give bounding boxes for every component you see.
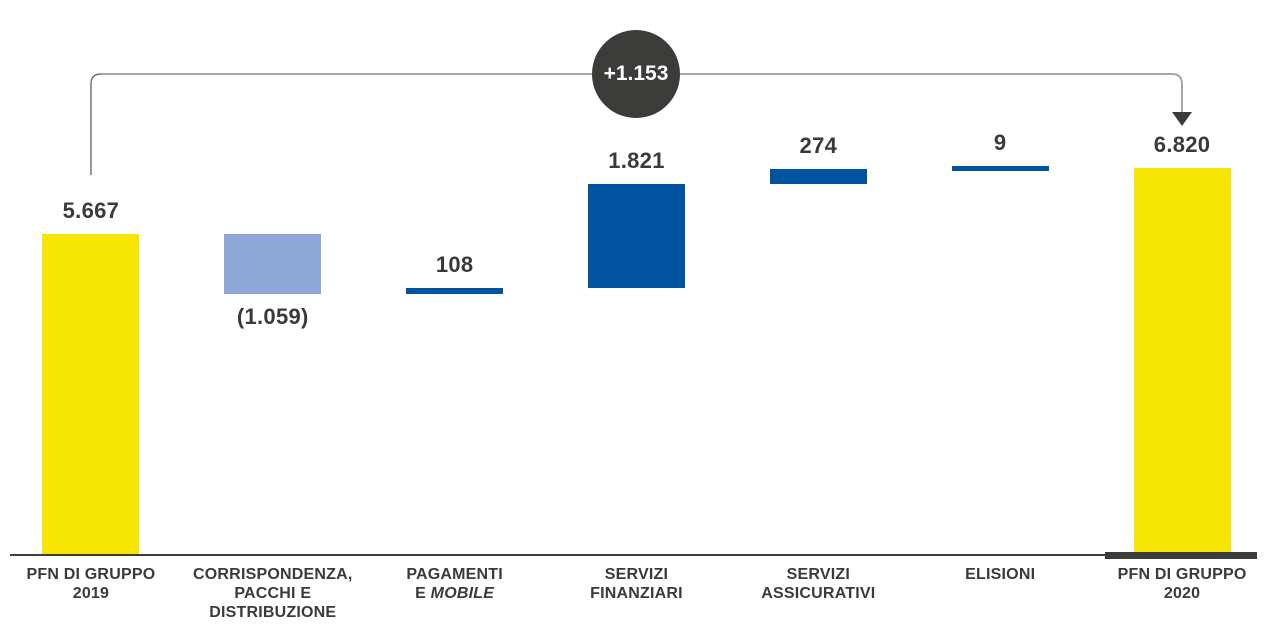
x-axis-line: [10, 554, 1105, 556]
value-label-pfn-di-gruppo-2020: 6.820: [1153, 132, 1211, 158]
bar-servizi-finanziari: [588, 184, 685, 288]
value-label-servizi-assicurativi: 274: [799, 132, 838, 158]
bar-corrispondenza-pacchi-e-distribuzione: [224, 233, 322, 294]
arrow-head-icon: [1172, 112, 1192, 126]
x-label-servizi-assicurativi: SERVIZI ASSICURATIVI: [761, 566, 876, 602]
pfn-2020-axis-highlight: [1105, 552, 1257, 559]
bar-pagamenti-e-mobile: [406, 287, 504, 294]
connector-line: [101, 73, 1183, 113]
x-label-pagamenti-e-mobile: PAGAMENTI E MOBILE: [406, 566, 503, 602]
value-label-servizi-finanziari: 1.821: [608, 148, 665, 174]
total-change-badge: +1.153: [592, 30, 680, 118]
bar-pfn-di-gruppo-2019: [42, 233, 140, 555]
value-label-pfn-di-gruppo-2019: 5.667: [62, 197, 120, 223]
bar-pfn-di-gruppo-2020: [1133, 168, 1231, 555]
connector-left-line: [90, 73, 102, 175]
value-label-corrispondenza-pacchi-e-distribuzione: (1.059): [236, 303, 309, 329]
bar-servizi-assicurativi: [769, 168, 867, 185]
value-label-pagamenti-e-mobile: 108: [435, 251, 474, 277]
bar-elisioni: [951, 166, 1049, 172]
x-label-servizi-finanziari: SERVIZI FINANZIARI: [590, 566, 683, 602]
x-label-corrispondenza-pacchi-e-distribuzione: CORRISPONDENZA, PACCHI E DISTRIBUZIONE: [193, 566, 353, 621]
x-label-elisioni: ELISIONI: [965, 566, 1036, 583]
change-arrow: [90, 73, 1192, 175]
value-label-elisioni: 9: [993, 130, 1007, 156]
x-label-pfn-di-gruppo-2020: PFN DI GRUPPO 2020: [1117, 566, 1247, 602]
x-label-pfn-di-gruppo-2019: PFN DI GRUPPO 2019: [26, 566, 156, 602]
